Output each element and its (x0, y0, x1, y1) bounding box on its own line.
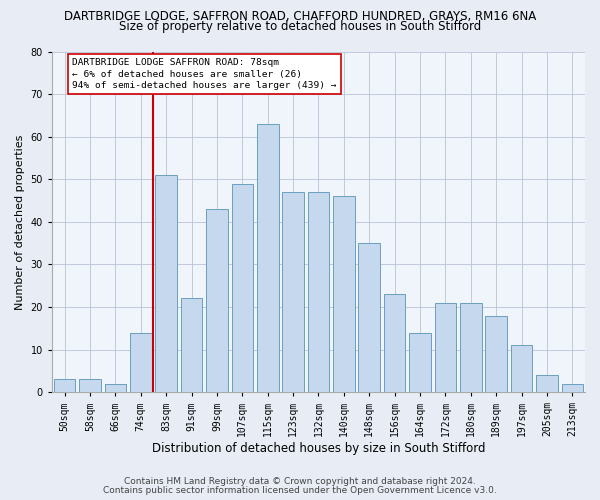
Bar (283, 192, 304, 392)
Y-axis label: Number of detached properties: Number of detached properties (15, 134, 25, 310)
Bar (54, 380, 76, 392)
Bar (308, 192, 329, 392)
Text: Contains HM Land Registry data © Crown copyright and database right 2024.: Contains HM Land Registry data © Crown c… (124, 477, 476, 486)
Bar (130, 332, 152, 392)
Bar (460, 302, 482, 392)
Text: DARTBRIDGE LODGE SAFFRON ROAD: 78sqm
← 6% of detached houses are smaller (26)
94: DARTBRIDGE LODGE SAFFRON ROAD: 78sqm ← 6… (72, 58, 337, 90)
Text: Contains public sector information licensed under the Open Government Licence v3: Contains public sector information licen… (103, 486, 497, 495)
Bar (358, 243, 380, 392)
Bar (232, 184, 253, 392)
Bar (384, 294, 406, 392)
Bar (104, 384, 126, 392)
Text: Size of property relative to detached houses in South Stifford: Size of property relative to detached ho… (119, 20, 481, 33)
Bar (333, 196, 355, 392)
Text: DARTBRIDGE LODGE, SAFFRON ROAD, CHAFFORD HUNDRED, GRAYS, RM16 6NA: DARTBRIDGE LODGE, SAFFRON ROAD, CHAFFORD… (64, 10, 536, 23)
Bar (257, 124, 278, 392)
Bar (155, 175, 177, 392)
Bar (181, 298, 202, 392)
Bar (485, 316, 507, 392)
Bar (562, 384, 583, 392)
Bar (206, 209, 228, 392)
Bar (434, 302, 456, 392)
Bar (511, 346, 532, 392)
Bar (79, 380, 101, 392)
Bar (409, 332, 431, 392)
X-axis label: Distribution of detached houses by size in South Stifford: Distribution of detached houses by size … (152, 442, 485, 455)
Bar (536, 375, 558, 392)
